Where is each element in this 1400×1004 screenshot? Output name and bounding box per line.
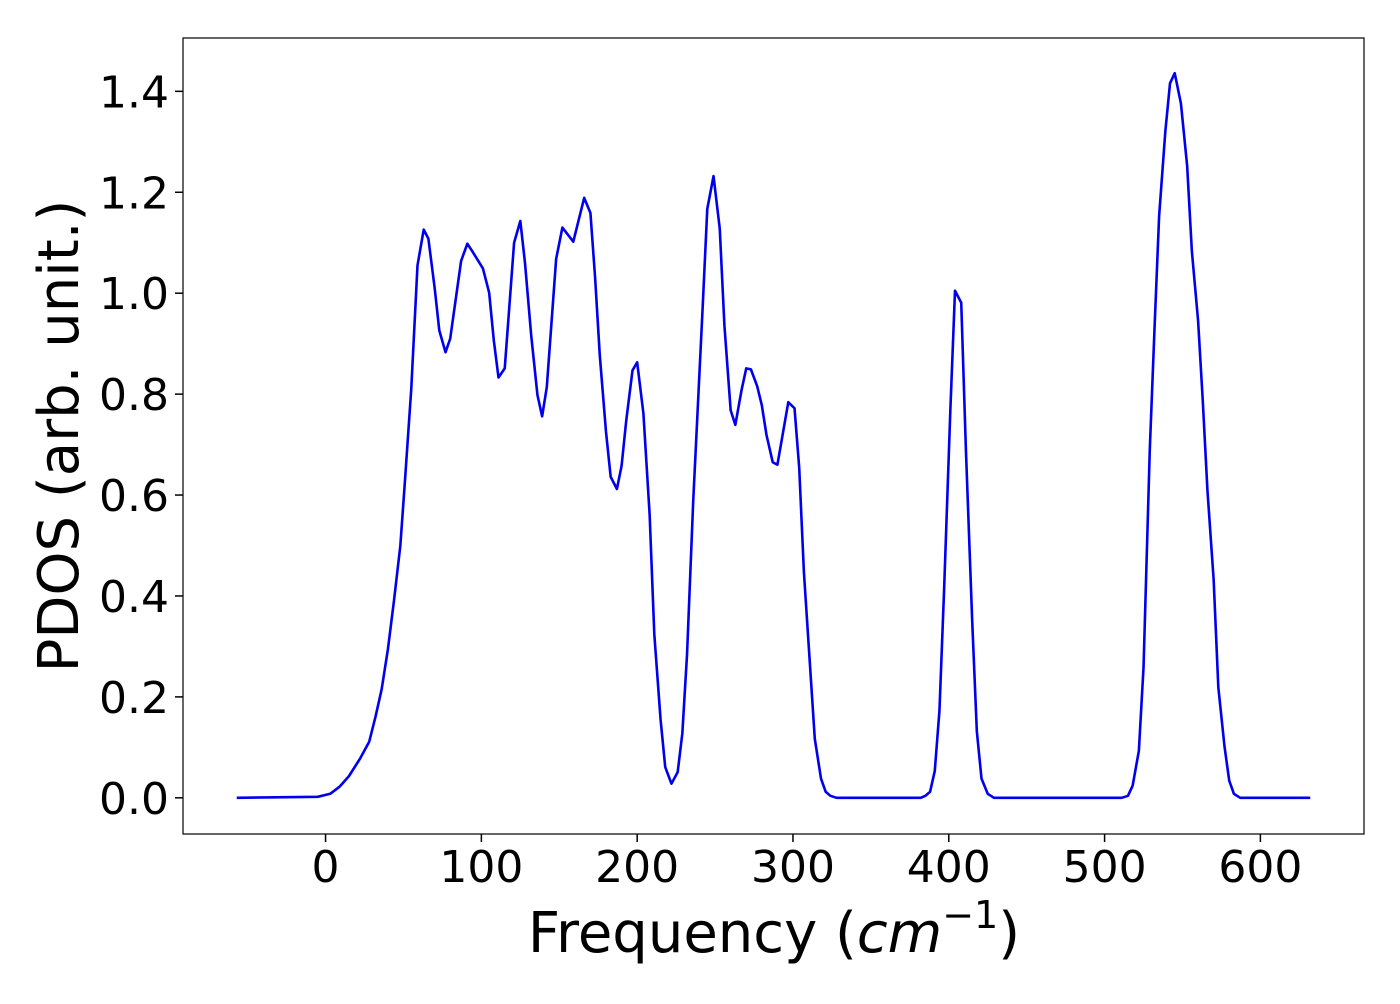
y-tick-label: 0.6 <box>99 471 169 522</box>
x-tick-label: 200 <box>595 842 679 893</box>
data-line <box>236 71 1311 800</box>
x-tick-label: 100 <box>439 842 523 893</box>
y-tick-label: 0.0 <box>99 774 169 825</box>
plot-frame <box>182 37 1365 835</box>
x-tick-label: 0 <box>312 842 340 893</box>
y-tick-label: 1.0 <box>99 269 169 320</box>
y-tick-label: 1.2 <box>99 168 169 219</box>
y-axis-label: PDOS (arb. unit.) <box>27 200 92 673</box>
x-tick-label: 600 <box>1218 842 1302 893</box>
x-axis-label-part: cm <box>857 901 942 966</box>
x-axis-label: Frequency (cm−1) <box>528 893 1020 966</box>
x-tick-label: 500 <box>1063 842 1147 893</box>
x-tick-label: 300 <box>751 842 835 893</box>
y-tick-label: 0.4 <box>99 572 169 623</box>
y-tick-label: 0.8 <box>99 370 169 421</box>
x-axis-label-part: −1 <box>942 893 998 937</box>
x-tick-label: 400 <box>907 842 991 893</box>
y-tick-label: 1.4 <box>99 67 169 118</box>
x-axis-label-part: ) <box>998 901 1020 966</box>
x-axis-label-part: Frequency ( <box>528 901 857 966</box>
y-tick-label: 0.2 <box>99 673 169 724</box>
